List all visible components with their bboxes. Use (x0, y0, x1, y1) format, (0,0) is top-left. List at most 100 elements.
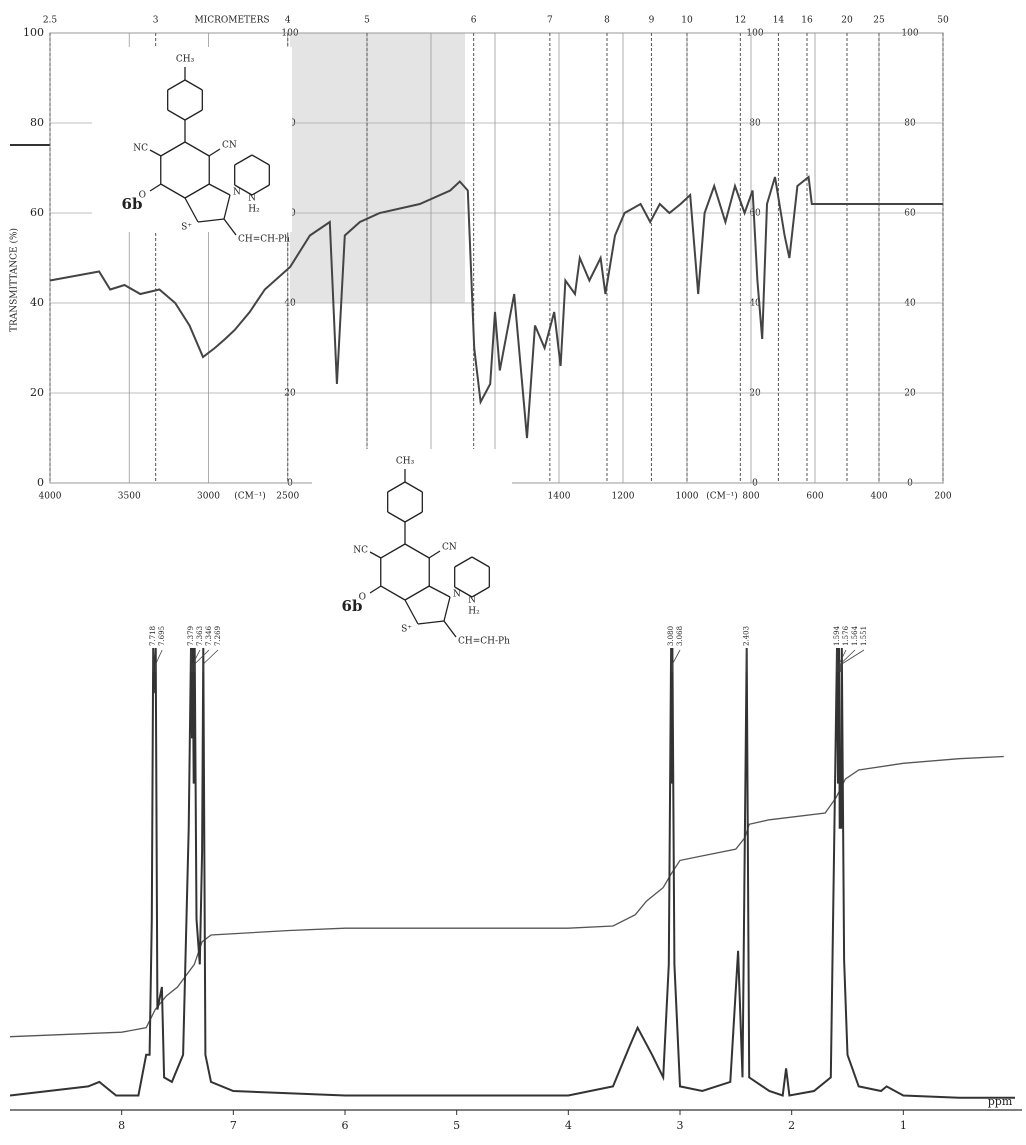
bond (404, 481, 423, 493)
top-tick-label: 10 (681, 16, 693, 26)
peak-label: 2.403 (743, 626, 751, 646)
x-tick-label: 5 (453, 1119, 460, 1132)
spectrum-line (49, 175, 943, 439)
structure-text: N (248, 194, 256, 204)
bond (369, 585, 382, 594)
x-tick-label: 6 (342, 1119, 349, 1132)
bond (454, 556, 473, 568)
y-tick-label: 20 (30, 386, 44, 399)
top-axis-title: MICROMETERS (194, 16, 269, 26)
y-tick-label-inner: 80 (904, 119, 916, 129)
bond (443, 620, 457, 638)
top-tick-label: 25 (873, 16, 885, 26)
bond (369, 551, 382, 559)
bond (387, 511, 406, 523)
x-tick-label: 8 (118, 1119, 125, 1132)
y-tick-label-inner: 100 (901, 29, 918, 39)
bond (197, 218, 225, 223)
spectrum-line (9, 647, 1015, 1099)
top-tick-label: 14 (773, 16, 785, 26)
x-unit: (CM⁻¹) (706, 491, 737, 502)
bond (184, 183, 210, 199)
y-tick-label: 60 (30, 206, 44, 219)
bond (223, 194, 231, 220)
x-tick-label: 2 (788, 1119, 795, 1132)
structure-text: CH₃ (396, 457, 415, 467)
bond (208, 183, 231, 196)
bond (404, 585, 430, 601)
structure-text: N (233, 188, 241, 198)
structure-text: H₂ (248, 205, 260, 215)
structure-text: H₂ (468, 607, 480, 617)
y-tick-label-inner: 20 (284, 389, 296, 399)
bond (443, 596, 451, 622)
y-tick-label-inner: 60 (904, 209, 916, 219)
bond (387, 481, 406, 493)
bond (234, 184, 253, 196)
bond (149, 183, 162, 192)
structure-text: CH₃ (176, 55, 195, 65)
peak-label: 3.068 (676, 626, 684, 646)
y-tick-label-inner: 0 (907, 479, 913, 489)
top-tick-label: 5 (364, 16, 370, 26)
peak-label: 7.363 (196, 626, 204, 646)
x-tick-label: 4 (565, 1119, 572, 1132)
bond (167, 109, 186, 121)
structure-text: CH=CH-Ph (238, 235, 290, 245)
bond (404, 599, 419, 625)
peak-label: 7.695 (158, 626, 166, 646)
x-tick-label: 800 (742, 492, 759, 502)
y-axis-title: TRANSMITTANCE (%) (9, 228, 20, 332)
bond (184, 197, 199, 223)
structure-text: NC (353, 546, 368, 556)
spectrum-line (9, 755, 1004, 1038)
x-tick-label: 1200 (612, 492, 635, 502)
bond (251, 184, 270, 196)
bond (167, 79, 186, 91)
peak-label: 1.564 (851, 625, 859, 646)
y-tick-label-inner: 40 (284, 299, 296, 309)
x-tick-label: 3000 (197, 492, 220, 502)
peak-leader (194, 649, 210, 672)
structure-text: O (139, 191, 146, 201)
y-tick-label-inner: 60 (749, 209, 761, 219)
compound-label: 6b (342, 597, 363, 615)
top-tick-label: 3 (153, 16, 159, 26)
bond (160, 183, 186, 199)
top-tick-label: 7 (547, 16, 553, 26)
bond (208, 148, 221, 157)
x-tick-label: 1 (900, 1119, 907, 1132)
peak-label: 1.594 (833, 625, 841, 646)
x-tick-label: 4000 (39, 492, 62, 502)
bond (234, 154, 253, 166)
bond (184, 141, 210, 157)
y-tick-label: 0 (37, 476, 44, 489)
structure-text: N (468, 596, 476, 606)
peak-leader (672, 649, 681, 672)
peak-leader (838, 649, 847, 672)
peak-label: 1.576 (842, 625, 850, 646)
peak-label: 7.379 (187, 626, 195, 646)
x-tick-label: 7 (230, 1119, 237, 1132)
peak-label: 7.346 (205, 625, 213, 646)
bond (184, 79, 203, 91)
peak-leader (839, 649, 856, 672)
structure-text: CN (222, 141, 237, 151)
bond (428, 550, 441, 559)
top-tick-label: 50 (937, 16, 949, 26)
bond (380, 543, 406, 559)
bond (454, 586, 473, 598)
structure-text: S⁺ (181, 223, 192, 233)
peak-leader (841, 649, 865, 672)
structure-text: S⁺ (401, 625, 412, 635)
structure-text: CN (442, 543, 457, 553)
structure-background (312, 449, 512, 634)
x-tick-label: 1400 (548, 492, 571, 502)
x-tick-label: 400 (870, 492, 887, 502)
structure-text: N (453, 590, 461, 600)
peak-leader (202, 649, 219, 672)
y-tick-label-inner: 100 (746, 29, 763, 39)
x-tick-label: 2500 (276, 492, 299, 502)
